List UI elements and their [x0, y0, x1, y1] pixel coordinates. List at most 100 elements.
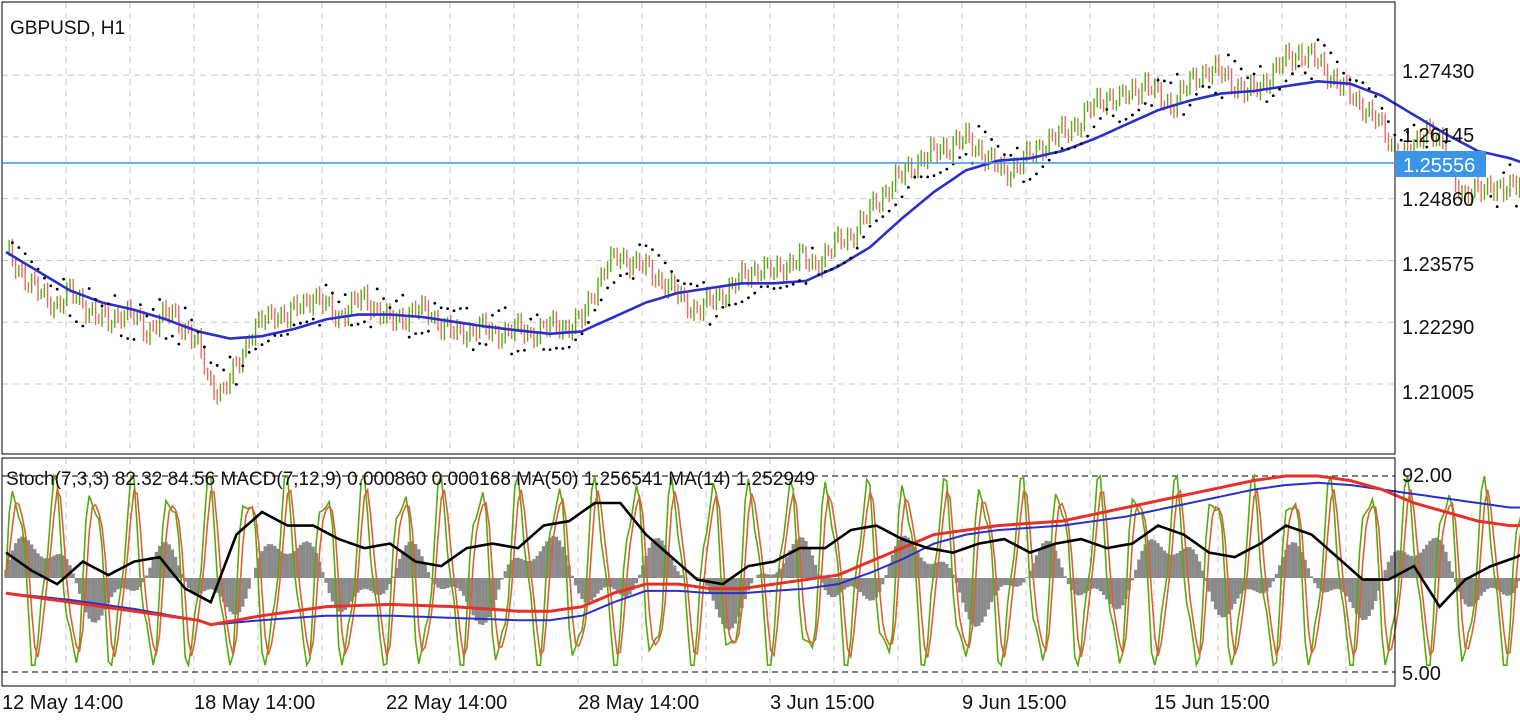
time-axis: 12 May 14:00 18 May 14:00 22 May 14:00 2… [2, 692, 1270, 714]
psar-dot [612, 281, 616, 284]
psar-dot [715, 314, 718, 318]
psar-dot [785, 284, 789, 288]
psar-dot [1310, 77, 1313, 81]
psar-dot [1239, 67, 1243, 71]
psar-dot [1412, 123, 1416, 127]
psar-dot [689, 282, 693, 286]
psar-dot [983, 130, 987, 134]
psar-dot [375, 287, 379, 291]
psar-dot [17, 246, 21, 249]
psar-dot [171, 334, 174, 338]
psar-dot [843, 261, 846, 265]
price-tick: 1.27430 [1402, 61, 1474, 83]
psar-dot [1233, 59, 1237, 63]
psar-dot [1195, 92, 1198, 96]
psar-dot [1028, 177, 1032, 181]
psar-dot [292, 323, 296, 327]
psar-dot [1259, 64, 1262, 68]
psar-dot [1035, 172, 1038, 176]
psar-dot [663, 261, 667, 265]
current-price-label: 1.25556 [1403, 155, 1475, 177]
psar-dot [836, 264, 840, 268]
psar-dot [190, 318, 194, 322]
psar-dot [1169, 81, 1173, 85]
psar-dot [439, 306, 443, 310]
psar-dot [1214, 91, 1217, 95]
psar-dot [1278, 87, 1281, 91]
psar-dot [1271, 94, 1275, 98]
psar-dot [766, 285, 769, 288]
psar-dot [465, 306, 469, 310]
psar-dot [1252, 72, 1256, 76]
psar-dot [644, 244, 648, 248]
psar-dot [1111, 114, 1115, 118]
psar-dot [599, 298, 603, 302]
psar-dot [1489, 194, 1493, 198]
psar-dot [702, 280, 705, 284]
psar-dot [529, 317, 533, 321]
psar-dot [113, 294, 117, 297]
psar-dot [183, 306, 187, 310]
psar-dot [747, 296, 750, 300]
price-tick: 1.23575 [1402, 254, 1474, 276]
moving-average-line [5, 79, 1520, 340]
psar-dot [503, 306, 507, 310]
psar-dot [446, 307, 449, 311]
psar-dot [286, 332, 289, 336]
psar-dot [727, 303, 731, 307]
psar-dot [407, 335, 411, 339]
psar-dot [151, 308, 155, 311]
psar-dot [913, 175, 917, 179]
psar-dot [1060, 147, 1064, 150]
psar-dot [1220, 96, 1224, 100]
psar-dot [791, 282, 795, 286]
psar-dot [804, 282, 808, 285]
psar-dot [497, 309, 501, 313]
psar-dot [734, 302, 737, 306]
psar-dot [119, 334, 123, 338]
psar-dot [1291, 72, 1294, 76]
time-tick: 22 May 14:00 [386, 692, 507, 714]
psar-dot [1374, 94, 1377, 98]
psar-dot [11, 241, 14, 245]
psar-dot [779, 286, 782, 290]
psar-dot [855, 246, 859, 250]
psar-dot [1515, 204, 1518, 208]
psar-dot [305, 320, 309, 324]
psar-dot [817, 273, 821, 277]
psar-dot [1380, 106, 1384, 110]
psar-dot [862, 235, 865, 239]
psar-dot [260, 343, 264, 347]
price-panel-frame [1, 1, 1396, 455]
time-tick: 15 Jun 15:00 [1154, 692, 1270, 714]
psar-dot [561, 347, 565, 350]
psar-dot [881, 215, 885, 219]
psar-dot [1188, 103, 1192, 107]
psar-dot [62, 277, 65, 281]
psar-dot [81, 324, 85, 328]
psar-dot [1284, 79, 1288, 83]
psar-dot [811, 246, 814, 250]
time-tick: 18 May 14:00 [194, 692, 315, 714]
psar-dot [75, 320, 78, 324]
psar-dot [267, 339, 270, 343]
psar-dot [849, 256, 853, 260]
psar-dot [894, 203, 897, 207]
psar-dot [1150, 104, 1153, 107]
price-panel[interactable] [5, 38, 1520, 405]
psar-dot [1092, 125, 1096, 129]
psar-dot [23, 252, 27, 256]
psar-dot [247, 350, 251, 354]
psar-dot [1348, 78, 1352, 82]
psar-dot [1316, 38, 1320, 42]
psar-dot [868, 224, 872, 228]
indicator-panel[interactable] [2, 472, 1520, 673]
psar-dot [433, 301, 437, 305]
stoch-signal-line [5, 487, 1520, 660]
psar-dot [830, 267, 833, 271]
psar-dot [100, 304, 104, 308]
psar-dot [420, 331, 424, 335]
psar-dot [209, 361, 213, 365]
current-price-badge [1396, 151, 1486, 177]
